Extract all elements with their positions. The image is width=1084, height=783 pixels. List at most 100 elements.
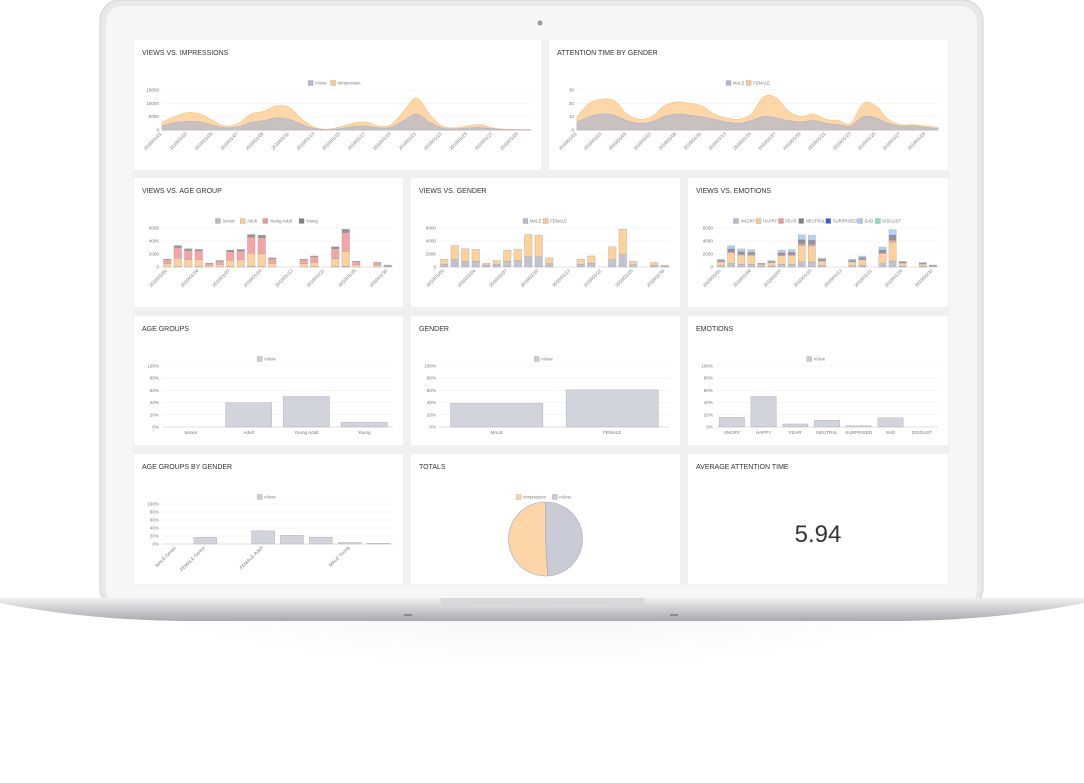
panel-title: VIEWS VS. AGE GROUP xyxy=(142,188,222,195)
y-tick-label: 6000 xyxy=(703,226,714,231)
bar xyxy=(767,265,776,268)
y-tick-label: 4000 xyxy=(149,239,160,244)
bar xyxy=(814,420,840,428)
bar xyxy=(717,261,725,266)
bar xyxy=(767,262,776,267)
panel-title: AVERAGE ATTENTION TIME xyxy=(696,464,789,471)
panel xyxy=(688,178,948,307)
x-tick-label: MALE xyxy=(490,430,503,435)
legend-label: nView xyxy=(541,357,553,362)
bar xyxy=(352,260,361,262)
legend-swatch xyxy=(215,218,221,224)
y-tick-label: 80% xyxy=(704,376,713,381)
bar xyxy=(341,251,350,267)
bar xyxy=(808,235,816,241)
bar xyxy=(309,537,333,545)
bar xyxy=(310,256,319,263)
bar xyxy=(331,246,340,249)
bar xyxy=(299,259,308,264)
bar xyxy=(808,261,816,268)
legend-swatch xyxy=(825,218,831,224)
bar xyxy=(503,249,512,262)
bar xyxy=(848,259,857,261)
bar xyxy=(727,251,735,253)
y-tick-label: 10 xyxy=(569,114,575,119)
bar xyxy=(608,259,617,268)
panel-title: AGE GROUPS xyxy=(142,326,189,333)
bar xyxy=(767,260,776,262)
bar xyxy=(194,249,203,251)
bar xyxy=(587,255,596,264)
bar xyxy=(818,257,826,260)
bar xyxy=(737,254,746,265)
bar xyxy=(858,255,867,258)
legend-label: Senior xyxy=(222,219,235,224)
bar xyxy=(440,264,449,268)
bar xyxy=(858,259,867,266)
bar xyxy=(205,263,214,266)
legend-swatch xyxy=(733,218,739,224)
bar xyxy=(782,423,809,428)
legend-label: FEMALE xyxy=(550,219,567,224)
bar xyxy=(618,254,627,268)
bar xyxy=(524,256,533,268)
bar xyxy=(888,229,897,236)
bar xyxy=(337,542,362,545)
legend-label: Young Adult xyxy=(270,219,293,224)
x-tick-label: DISGUST xyxy=(912,430,933,435)
y-tick-label: 5000 xyxy=(149,114,160,119)
y-tick-label: 0 xyxy=(710,265,713,270)
bar xyxy=(818,265,826,268)
bar xyxy=(215,264,224,268)
bar xyxy=(878,246,887,251)
legend-swatch xyxy=(257,356,263,362)
bar xyxy=(747,264,756,268)
bar xyxy=(331,248,340,260)
bar xyxy=(283,396,330,428)
bar xyxy=(331,258,340,267)
bar xyxy=(225,402,272,428)
bar xyxy=(727,249,735,252)
legend-label: nImpression xyxy=(523,495,546,500)
bar xyxy=(450,245,459,260)
y-tick-label: 100% xyxy=(424,364,436,369)
x-tick-label: HAPPY xyxy=(756,430,772,435)
x-tick-label: FEMALE xyxy=(603,430,621,435)
legend-label: ANGRY xyxy=(741,219,756,224)
bar xyxy=(193,537,218,545)
bar xyxy=(226,251,235,261)
panel xyxy=(134,178,403,307)
bar xyxy=(482,262,491,266)
bar xyxy=(877,417,904,428)
bar xyxy=(576,259,585,265)
bar xyxy=(513,260,522,268)
bar xyxy=(341,229,350,233)
bar xyxy=(247,236,256,254)
pie-slice xyxy=(545,501,583,577)
legend-swatch xyxy=(262,218,268,224)
foot xyxy=(404,614,412,616)
legend-label: nView xyxy=(559,495,571,500)
bar xyxy=(492,264,501,268)
bar xyxy=(787,249,796,253)
bar xyxy=(173,245,182,248)
panel-title: VIEWS VS. IMPRESSIONS xyxy=(142,50,229,57)
panel-title: GENDER xyxy=(419,326,449,333)
y-tick-label: 0 xyxy=(433,265,436,270)
legend-label: NEUTRAL xyxy=(806,219,826,224)
bar xyxy=(878,263,887,268)
bar xyxy=(737,251,746,255)
bar xyxy=(898,263,907,267)
x-tick-label: Young xyxy=(358,430,371,435)
bar xyxy=(727,245,735,250)
legend-swatch xyxy=(522,218,529,224)
bar xyxy=(173,247,182,259)
panels: VIEWS VS. IMPRESSIONS nView nImpression 0 50… xyxy=(134,40,948,584)
y-tick-label: 4000 xyxy=(426,239,437,244)
y-tick-label: 15000 xyxy=(146,88,159,93)
bar xyxy=(173,258,182,267)
bar xyxy=(777,255,786,265)
bar xyxy=(236,249,245,252)
x-tick-label: Young Adult xyxy=(294,430,319,435)
foot xyxy=(670,614,678,616)
